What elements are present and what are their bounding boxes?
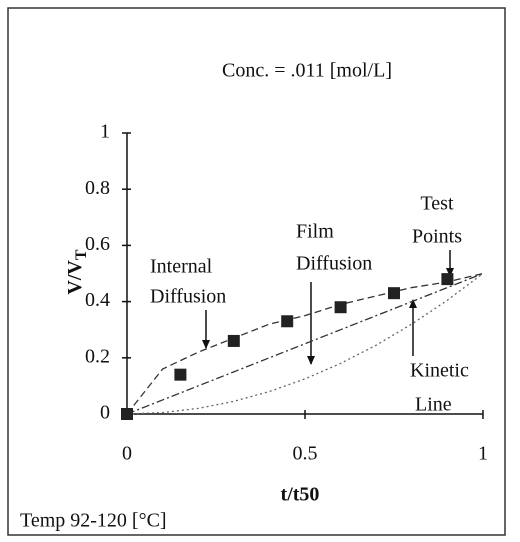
annotation: Points [412, 226, 462, 248]
annotation: Internal [150, 256, 213, 278]
annotation: Line [415, 394, 452, 416]
test-point [121, 408, 133, 420]
x-tick-label: 0 [122, 443, 132, 465]
footer: Temp 92-120 [°C] [20, 510, 167, 532]
y-tick-label: 1 [100, 121, 110, 143]
test-point [388, 287, 400, 300]
y-label-sub: T [73, 249, 90, 260]
frame [7, 7, 506, 536]
line [126, 272, 484, 415]
y-tick-label: 0.4 [85, 289, 110, 311]
annotation: Kinetic [410, 360, 469, 382]
annotation: Diffusion [150, 286, 226, 308]
test-point [281, 315, 294, 328]
test-point [174, 368, 187, 381]
y-tick-label: 0.2 [85, 345, 110, 367]
test-point [227, 334, 240, 347]
y-label-main: V/V [64, 260, 86, 295]
x-tick-label: 1 [478, 443, 488, 465]
y-tick-label: 0.8 [85, 177, 110, 199]
annotation: Diffusion [296, 253, 372, 275]
x-tick-label: 0.5 [293, 443, 318, 465]
annotation: Test [420, 193, 453, 215]
line [126, 272, 484, 415]
y-tick-label: 0.6 [85, 233, 110, 255]
y-axis-label: V/VT [64, 249, 90, 294]
annotation: Film [296, 221, 334, 243]
x-axis-label: t/t50 [281, 484, 320, 506]
test-point [334, 301, 347, 314]
test-point [441, 273, 454, 286]
chart-title: Conc. = .011 [mol/L] [222, 60, 392, 82]
y-tick-label: 0 [100, 402, 110, 424]
